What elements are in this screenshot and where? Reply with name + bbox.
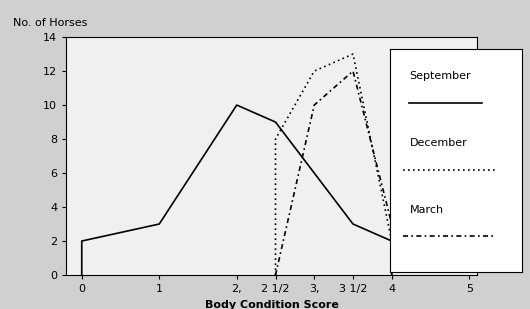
Text: March: March: [410, 205, 444, 215]
Text: December: December: [410, 138, 467, 148]
Text: September: September: [410, 71, 471, 81]
Text: No. of Horses: No. of Horses: [13, 18, 87, 28]
X-axis label: Body Condition Score: Body Condition Score: [205, 300, 339, 309]
